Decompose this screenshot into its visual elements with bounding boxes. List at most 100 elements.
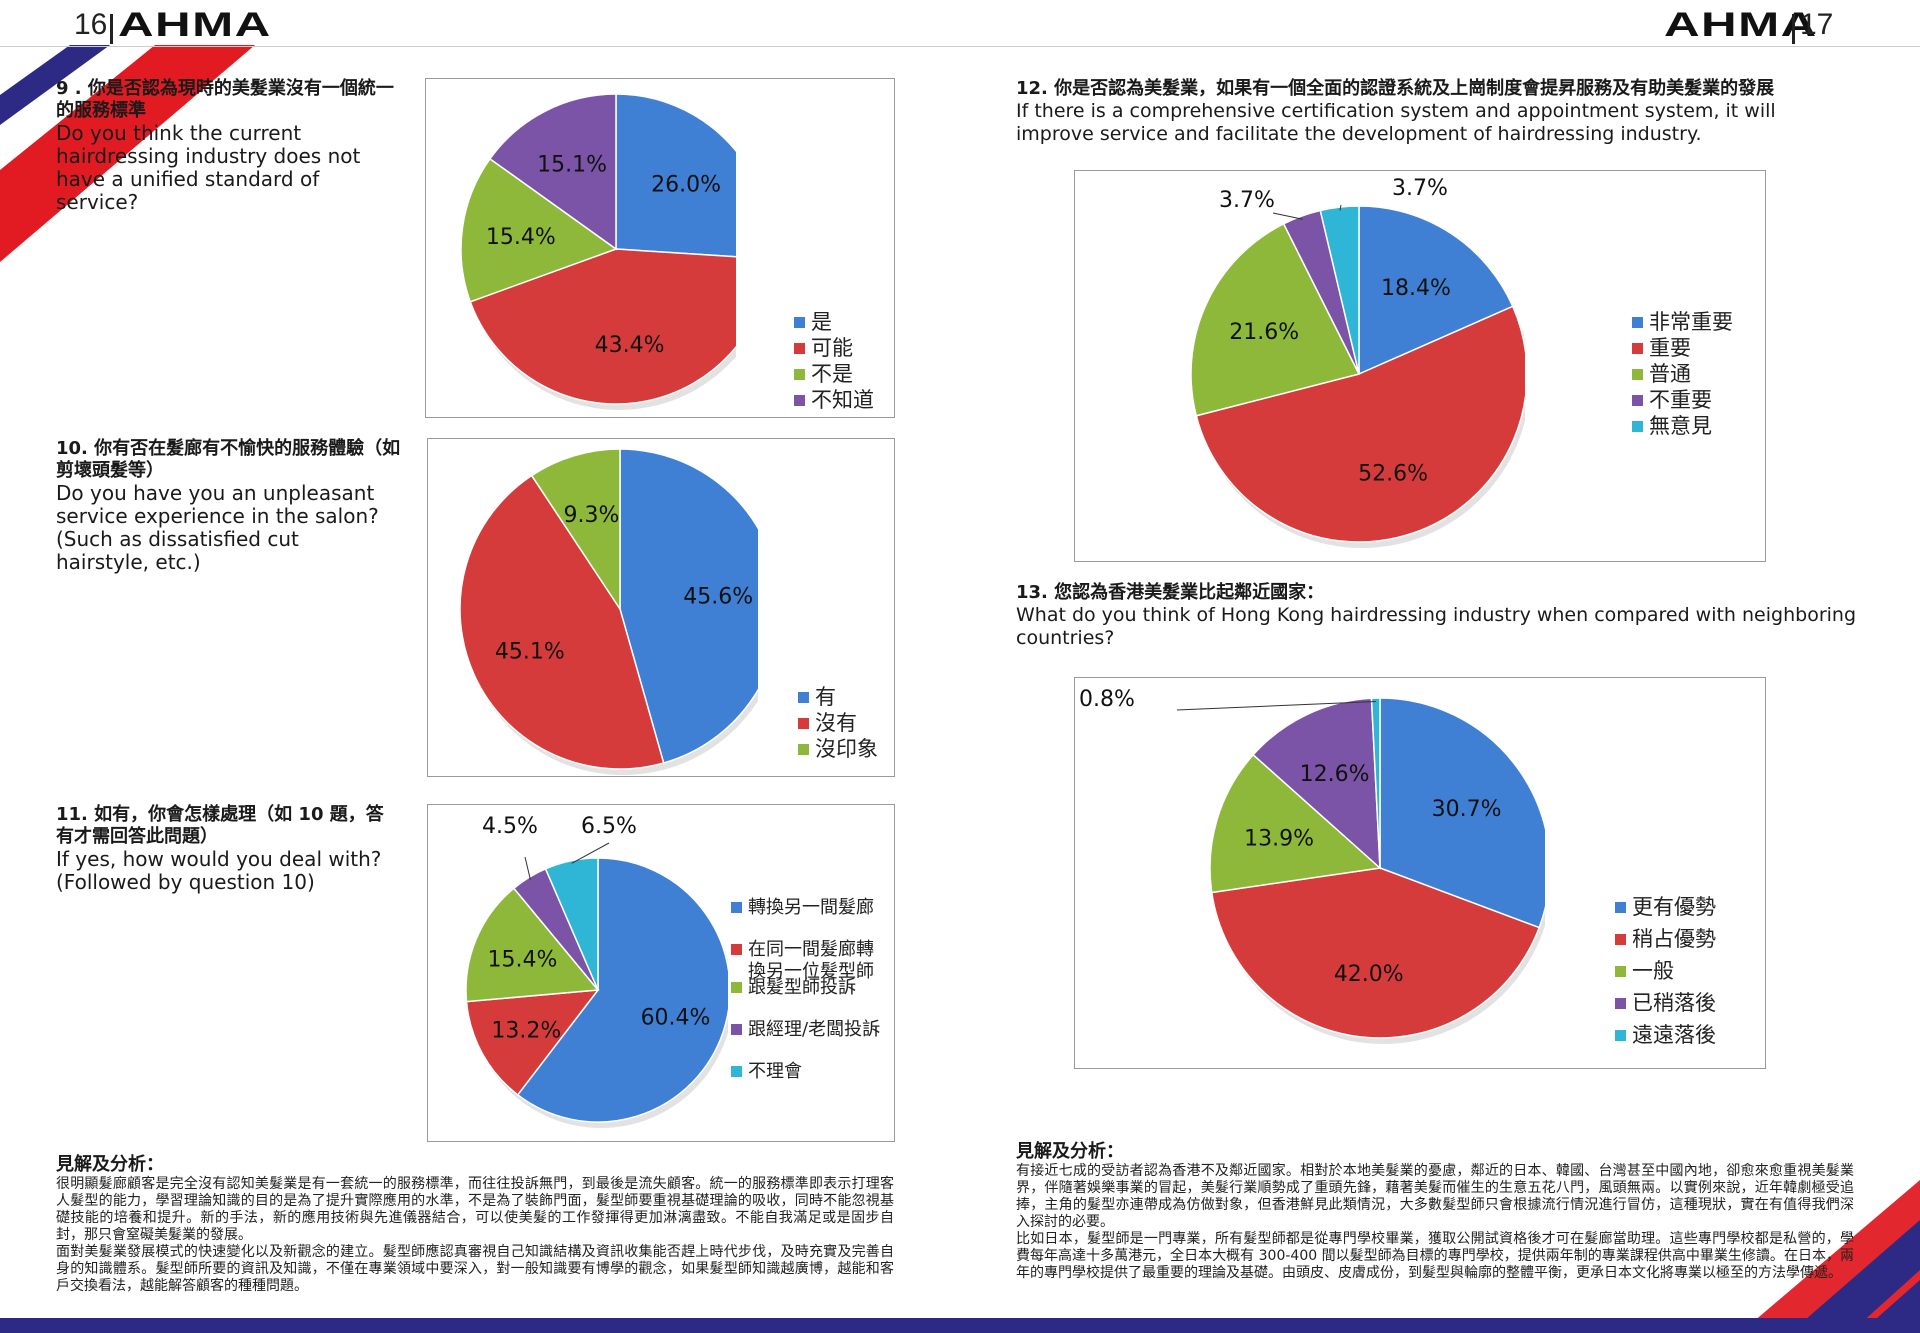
pie-data-label: 9.3% <box>563 503 619 528</box>
pie-data-label: 13.2% <box>491 1018 561 1043</box>
legend-item: 轉換另一間髮廊 <box>731 897 891 919</box>
q9-legend: 是 可能 不是 不知道 <box>794 309 874 413</box>
analysis-right: 見解及分析： 有接近七成的受訪者認為香港不及鄰近國家。相對於本地美髮業的憂慮，鄰… <box>1016 1137 1854 1282</box>
legend-item: 非常重要 <box>1632 309 1733 335</box>
pie-slice <box>1370 697 1381 869</box>
q13-title-zh: 13. 您認為香港美髮業比起鄰近國家： <box>1016 582 1325 603</box>
q12-title-en: If there is a comprehensive certificatio… <box>1016 100 1776 145</box>
analysis-right-p1: 有接近七成的受訪者認為香港不及鄰近國家。相對於本地美髮業的憂慮，鄰近的日本、韓國… <box>1016 1163 1854 1230</box>
q12-pie: 18.4% 52.6% 21.6% 3.7% 3.7% <box>1190 176 1525 548</box>
right-page-number: 17 <box>1800 8 1834 41</box>
pie-data-label: 43.4% <box>595 333 665 358</box>
pie-data-label: 45.6% <box>683 584 753 609</box>
analysis-right-heading: 見解及分析： <box>1016 1141 1124 1162</box>
pie-slice <box>1209 753 1382 894</box>
pie-data-label: 6.5% <box>581 814 637 839</box>
pie-slice <box>516 857 728 1123</box>
legend-item: 在同一間髮廊轉換另一位髮型師 <box>731 939 891 983</box>
pie-slice <box>465 989 600 1096</box>
pie-data-label: 3.7% <box>1392 176 1448 201</box>
q9-title-en: Do you think the current hairdressing in… <box>56 121 361 214</box>
q10-text: 10. 你有否在髮廊有不愉快的服務體驗（如剪壞頭髮等） Do you have … <box>56 438 401 574</box>
top-left-stripes <box>0 45 255 262</box>
q13-legend: 更有優勢 稍占優勢 一般 已稍落後 遠遠落後 <box>1615 894 1716 1048</box>
pie-data-label: 4.5% <box>482 814 538 839</box>
pie-slice <box>615 93 736 258</box>
legend-item: 沒印象 <box>798 736 878 762</box>
pie-data-label: 18.4% <box>1381 276 1451 301</box>
legend-item: 不重要 <box>1632 387 1733 413</box>
legend-item: 遠遠落後 <box>1615 1022 1716 1048</box>
pie-slice <box>1195 305 1525 543</box>
pie-data-label: 15.4% <box>486 225 556 250</box>
pie-data-label: 52.6% <box>1358 461 1428 486</box>
q13-chart-frame: 30.7% 42.0% 13.9% 12.6% 0.8% 更有優勢 稍占優勢 一般 已稍… <box>1074 677 1766 1069</box>
analysis-left: 見解及分析： 很明顯髮廊顧客是完全沒有認知美髮業是有一套統一的服務標準，而往往投… <box>56 1150 894 1295</box>
callout-line <box>1272 212 1303 220</box>
right-logo: AHMA <box>1664 6 1818 44</box>
analysis-left-p1: 很明顯髮廊顧客是完全沒有認知美髮業是有一套統一的服務標準，而往往投訴無門，到最後… <box>56 1176 894 1243</box>
legend-item: 不理會 <box>731 1061 891 1083</box>
q9-pie: 26.0% 43.4% 15.4% 15.1% <box>460 93 736 410</box>
q9-title-zh: 9 . 你是否認為現時的美髮業沒有一個統一的服務標準 <box>56 78 394 121</box>
pie-data-label: 26.0% <box>651 172 721 197</box>
q12-chart-frame: 18.4% 52.6% 21.6% 3.7% 3.7% 非常重要 重要 普通 不重要 無… <box>1074 170 1766 562</box>
legend-item: 沒有 <box>798 710 878 736</box>
legend-item: 無意見 <box>1632 413 1733 439</box>
q11-legend: 轉換另一間髮廊 在同一間髮廊轉換另一位髮型師 跟髮型師投訴 跟經理/老闆投訴 不… <box>731 897 891 1083</box>
pie-slice <box>1252 697 1381 870</box>
q11-title-zh: 11. 如有，你會怎樣處理（如 10 題，答有才需回答此問題） <box>56 804 384 847</box>
left-page-number: 16 <box>74 8 108 41</box>
q12-title-zh: 12. 你是否認為美髮業，如果有一個全面的認證系統及上崗制度會提昇服務及有助美髮… <box>1016 78 1775 99</box>
pie-slice <box>544 857 599 991</box>
q12-text: 12. 你是否認為美髮業，如果有一個全面的認證系統及上崗制度會提昇服務及有助美髮… <box>1016 78 1856 146</box>
bottom-bar <box>0 1318 1920 1333</box>
q11-chart-frame: 60.4% 13.2% 15.4% 4.5% 6.5% 轉換另一間髮廊 在同一間髮廊轉換… <box>427 804 895 1142</box>
q10-title-en: Do you have you an unpleasant service ex… <box>56 481 379 574</box>
pie-slice <box>460 157 618 303</box>
legend-item: 不知道 <box>794 387 874 413</box>
pie-data-label: 42.0% <box>1334 962 1404 987</box>
header-rule <box>0 46 1920 47</box>
pie-slice <box>1319 205 1360 375</box>
legend-item: 不是 <box>794 361 874 387</box>
legend-item: 是 <box>794 309 874 335</box>
q10-chart-frame: 45.6% 45.1% 9.3% 有 沒有 沒印象 <box>427 438 895 777</box>
pie-slice <box>1358 205 1514 376</box>
q11-title-en: If yes, how would you deal with? (Follow… <box>56 847 382 894</box>
q10-pie: 45.6% 45.1% 9.3% <box>459 448 758 775</box>
q10-legend: 有 沒有 沒印象 <box>798 684 878 762</box>
pie-data-label: 21.6% <box>1229 320 1299 345</box>
pie-data-label: 60.4% <box>641 1005 711 1030</box>
callout-line <box>1176 700 1376 711</box>
legend-item: 有 <box>798 684 878 710</box>
pie-data-label: 15.1% <box>537 153 607 178</box>
q10-title-zh: 10. 你有否在髮廊有不愉快的服務體驗（如剪壞頭髮等） <box>56 438 401 481</box>
pie-slice <box>465 887 600 1003</box>
q9-text: 9 . 你是否認為現時的美髮業沒有一個統一的服務標準 Do you think … <box>56 78 396 214</box>
legend-item: 可能 <box>794 335 874 361</box>
analysis-left-p2: 面對美髮業發展模式的快速變化以及新觀念的建立。髮型師應認真審視自己知識結構及資訊… <box>56 1244 894 1294</box>
legend-item: 跟經理/老闆投訴 <box>731 1019 891 1041</box>
pie-data-label: 13.9% <box>1244 827 1314 852</box>
callout-line <box>1339 204 1342 211</box>
legend-item: 普通 <box>1632 361 1733 387</box>
pie-slice <box>1379 697 1545 929</box>
q11-text: 11. 如有，你會怎樣處理（如 10 題，答有才需回答此問題） If yes, … <box>56 804 401 894</box>
legend-item: 更有優勢 <box>1615 894 1716 920</box>
pie-slice <box>619 448 758 764</box>
pie-data-label: 30.7% <box>1432 797 1502 822</box>
pie-slice <box>530 448 621 612</box>
pie-data-label: 15.4% <box>488 947 558 972</box>
pie-data-label: 45.1% <box>495 639 565 664</box>
right-separator <box>1792 14 1795 44</box>
pie-slice <box>488 93 617 251</box>
legend-item: 跟髮型師投訴 <box>731 977 891 999</box>
analysis-left-heading: 見解及分析： <box>56 1154 164 1175</box>
pie-data-label: 12.6% <box>1300 762 1370 787</box>
q13-text: 13. 您認為香港美髮業比起鄰近國家： What do you think of… <box>1016 582 1856 650</box>
callout-line <box>571 842 610 864</box>
pie-slice <box>469 248 736 405</box>
q13-title-en: What do you think of Hong Kong hairdress… <box>1016 604 1857 649</box>
pie-slice <box>1210 867 1541 1039</box>
